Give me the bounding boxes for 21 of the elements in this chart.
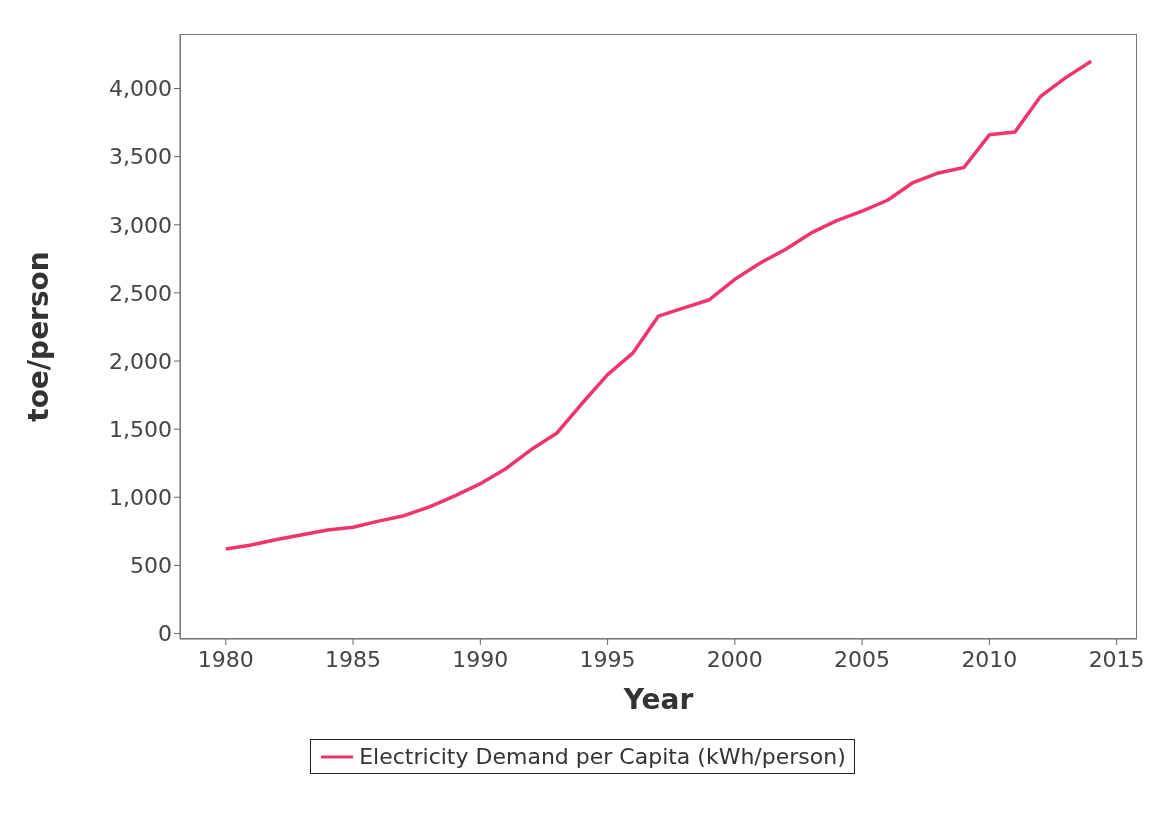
y-tick-label: 0 [158,621,172,647]
y-tick-label: 2,500 [109,280,172,306]
line-series [224,59,1093,551]
x-tick-label: 1990 [452,646,509,672]
y-tick-label: 500 [130,553,172,579]
y-tick-label: 1,500 [109,416,172,442]
legend-label: Electricity Demand per Capita (kWh/person) [359,744,846,769]
y-tick-label: 4,000 [109,76,172,102]
x-tick-label: 1995 [579,646,636,672]
y-tick-label: 1,000 [109,485,172,511]
x-axis-title: Year [622,682,694,716]
x-tick-label: 2005 [834,646,891,672]
x-tick-label: 2010 [961,646,1018,672]
y-tick-label: 2,000 [109,348,172,374]
y-tick-label: 3,000 [109,212,172,238]
y-axis-title: toe/person [21,251,55,422]
x-tick-label: 1985 [325,646,382,672]
x-tick-label: 1980 [197,646,254,672]
y-tick-label: 3,500 [109,144,172,170]
x-tick-label: 2000 [706,646,763,672]
x-tick-label: 2015 [1088,646,1145,672]
